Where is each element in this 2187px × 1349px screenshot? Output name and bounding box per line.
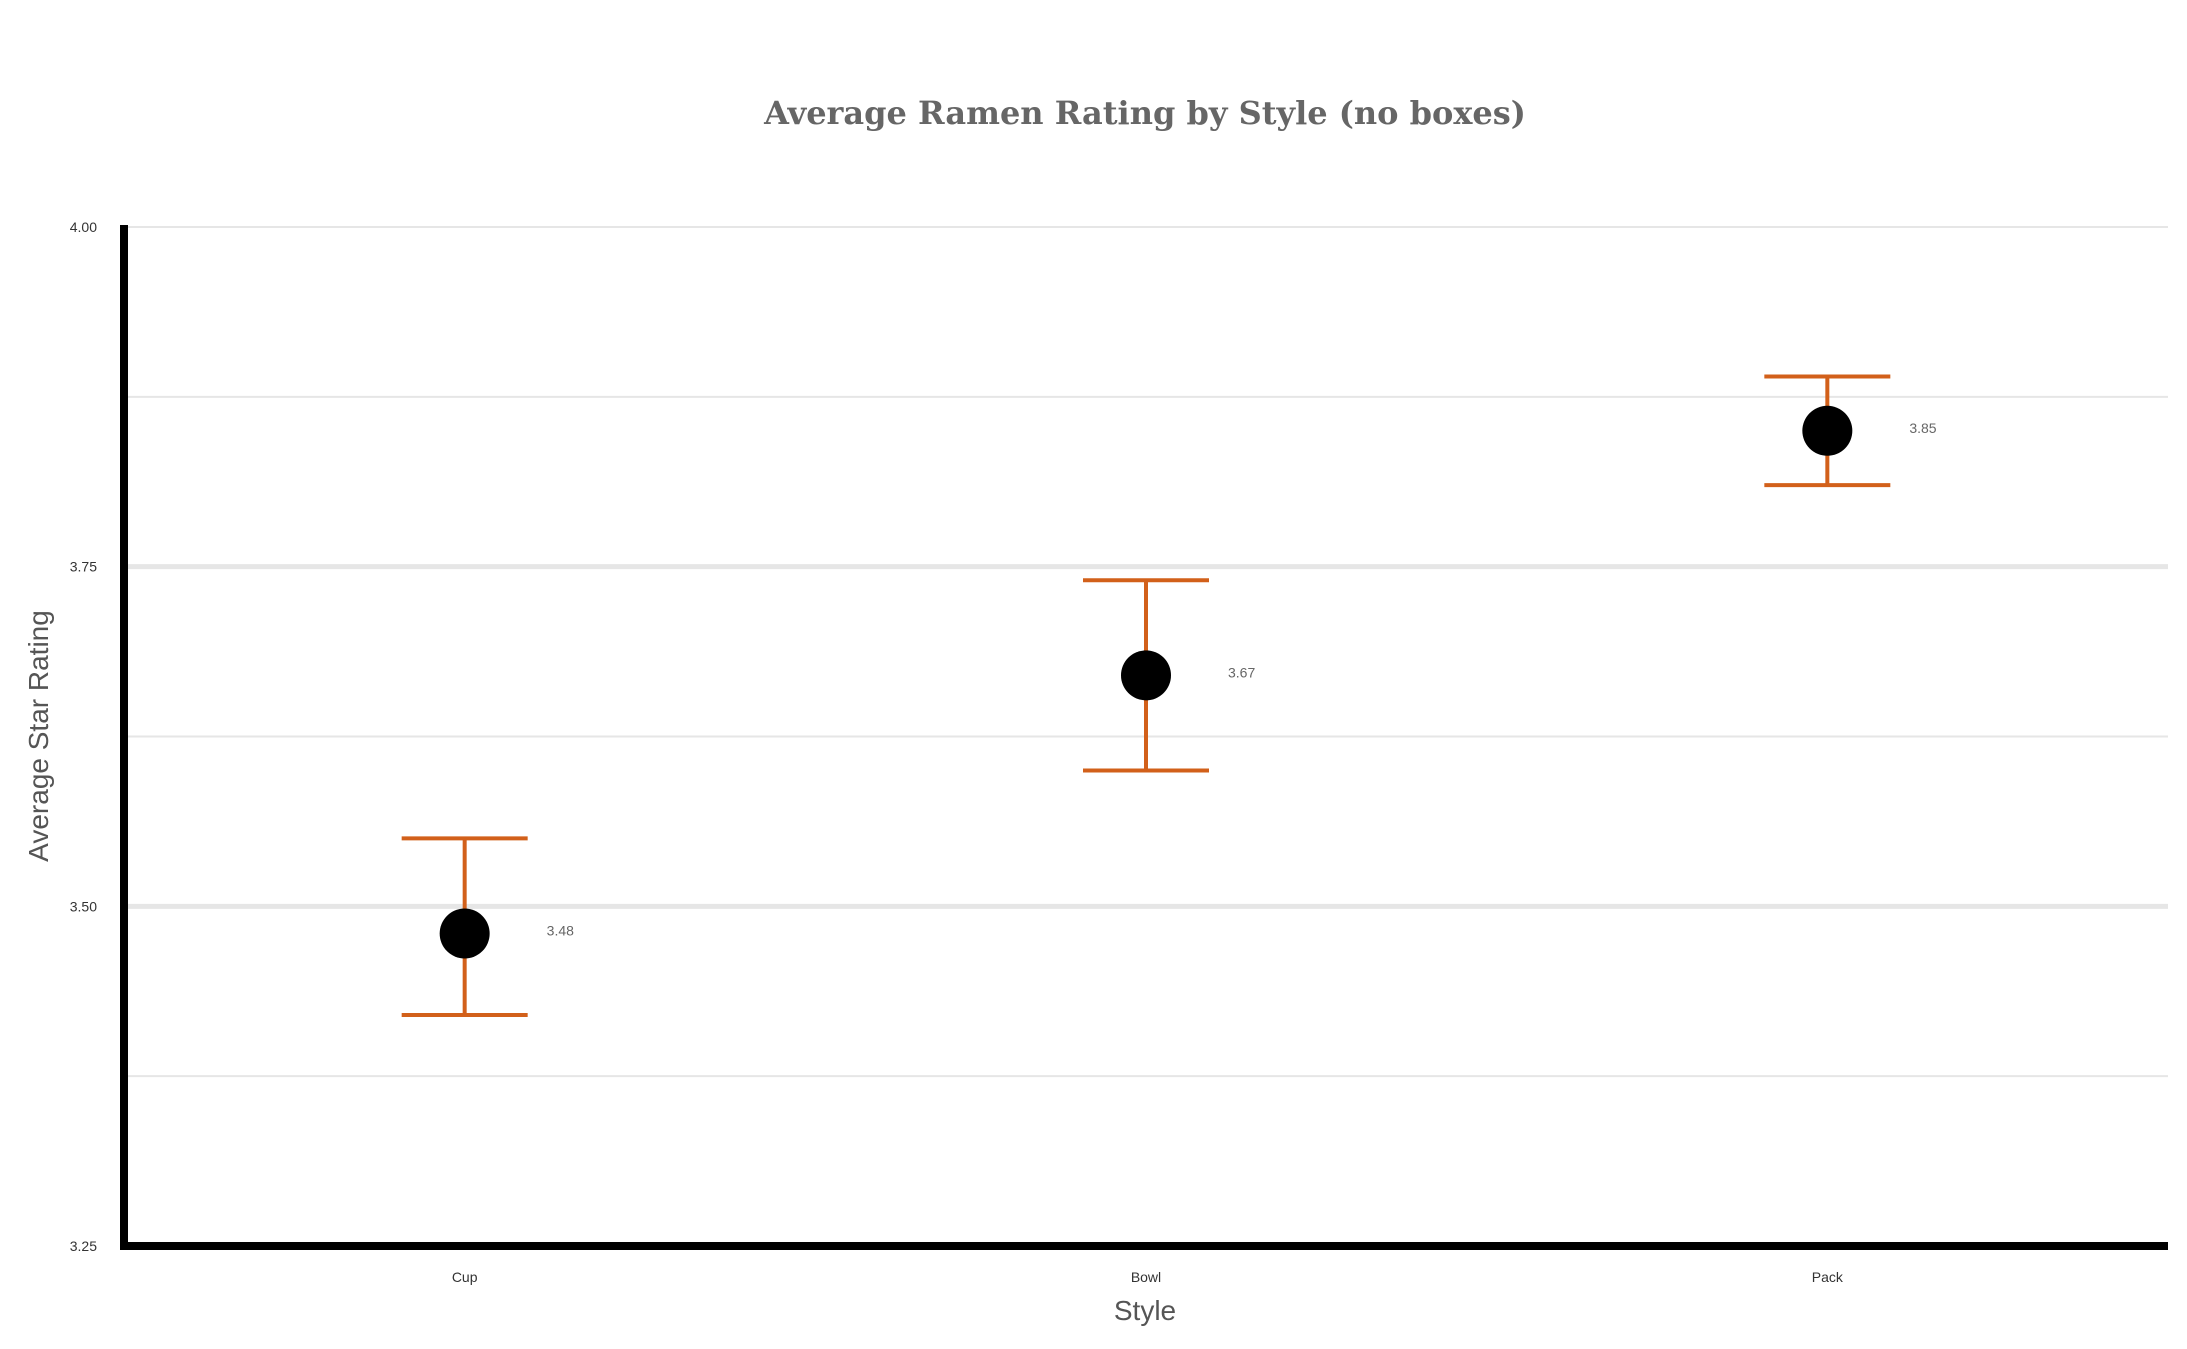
y-axis-title: Average Star Rating bbox=[23, 610, 54, 862]
data-points bbox=[439, 405, 1853, 959]
y-tick-label-2: 3.75 bbox=[70, 559, 97, 575]
chart-title: Average Ramen Rating by Style (no boxes) bbox=[763, 94, 1526, 132]
y-tick-label-1: 3.50 bbox=[70, 898, 97, 914]
data-label-cup: 3.48 bbox=[547, 923, 574, 939]
x-tick-label-cup: Cup bbox=[452, 1269, 478, 1285]
data-point-pack bbox=[1802, 405, 1853, 456]
x-tick-label-bowl: Bowl bbox=[1131, 1269, 1161, 1285]
x-axis-ticks: Cup Bowl Pack bbox=[452, 1269, 1844, 1285]
y-axis-ticks: 3.25 3.50 3.75 4.00 bbox=[70, 219, 97, 1254]
x-axis-title: Style bbox=[1114, 1295, 1176, 1326]
data-labels: 3.48 3.67 3.85 bbox=[547, 420, 1937, 939]
data-label-bowl: 3.67 bbox=[1228, 664, 1255, 680]
data-point-cup bbox=[439, 908, 490, 959]
data-label-pack: 3.85 bbox=[1909, 420, 1936, 436]
data-point-bowl bbox=[1121, 650, 1171, 701]
x-tick-label-pack: Pack bbox=[1812, 1269, 1844, 1285]
y-tick-label-0: 3.25 bbox=[70, 1238, 97, 1254]
y-tick-label-3: 4.00 bbox=[70, 219, 97, 235]
